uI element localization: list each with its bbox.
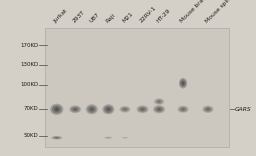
Ellipse shape <box>56 137 58 138</box>
Ellipse shape <box>182 82 184 84</box>
Text: HT-29: HT-29 <box>156 8 171 24</box>
Ellipse shape <box>158 101 160 102</box>
Ellipse shape <box>177 106 189 113</box>
Text: Jurkat: Jurkat <box>53 8 69 24</box>
Ellipse shape <box>104 105 113 113</box>
Text: 170KD: 170KD <box>20 43 38 48</box>
Bar <box>45 28 229 147</box>
Ellipse shape <box>105 137 112 139</box>
Ellipse shape <box>53 136 61 139</box>
Text: Mouse spinal cord: Mouse spinal cord <box>204 0 247 24</box>
Ellipse shape <box>140 107 145 111</box>
Ellipse shape <box>89 107 94 112</box>
Ellipse shape <box>179 78 187 89</box>
Ellipse shape <box>106 137 111 138</box>
Ellipse shape <box>87 105 96 113</box>
Ellipse shape <box>50 104 63 115</box>
Ellipse shape <box>122 108 127 111</box>
Text: Mouse brain: Mouse brain <box>179 0 209 24</box>
Text: M21: M21 <box>121 11 134 24</box>
Ellipse shape <box>179 107 187 112</box>
Ellipse shape <box>91 108 93 110</box>
Ellipse shape <box>182 109 184 110</box>
Ellipse shape <box>107 108 110 110</box>
Text: 130KD: 130KD <box>20 62 38 67</box>
Ellipse shape <box>124 109 126 110</box>
Ellipse shape <box>104 136 113 139</box>
Ellipse shape <box>71 106 80 112</box>
Ellipse shape <box>123 137 127 138</box>
Ellipse shape <box>154 98 164 105</box>
Ellipse shape <box>136 105 148 113</box>
Text: Raji: Raji <box>105 13 116 24</box>
Ellipse shape <box>121 107 129 112</box>
Ellipse shape <box>204 107 212 112</box>
Ellipse shape <box>181 81 185 86</box>
Ellipse shape <box>180 79 186 87</box>
Ellipse shape <box>180 108 186 111</box>
Ellipse shape <box>138 106 147 112</box>
Ellipse shape <box>86 104 98 114</box>
Ellipse shape <box>207 109 209 110</box>
Text: U87: U87 <box>88 12 100 24</box>
Ellipse shape <box>106 107 111 112</box>
Ellipse shape <box>108 137 109 138</box>
Text: 50KD: 50KD <box>24 134 38 139</box>
Ellipse shape <box>202 106 214 113</box>
Ellipse shape <box>54 137 59 139</box>
Text: 100KD: 100KD <box>20 83 38 88</box>
Ellipse shape <box>155 99 163 104</box>
Ellipse shape <box>205 108 210 111</box>
Text: 22RV-1: 22RV-1 <box>139 5 158 24</box>
Ellipse shape <box>120 106 131 113</box>
Ellipse shape <box>54 107 60 112</box>
Ellipse shape <box>52 105 62 114</box>
Ellipse shape <box>121 137 129 139</box>
Ellipse shape <box>56 108 58 110</box>
Text: GARS: GARS <box>235 107 251 112</box>
Ellipse shape <box>69 105 81 113</box>
Text: 70KD: 70KD <box>24 106 38 111</box>
Ellipse shape <box>157 100 161 103</box>
Ellipse shape <box>153 105 165 113</box>
Ellipse shape <box>74 109 76 110</box>
Ellipse shape <box>156 107 162 111</box>
Ellipse shape <box>122 137 128 138</box>
Ellipse shape <box>158 108 160 110</box>
Ellipse shape <box>102 104 114 114</box>
Text: 293T: 293T <box>72 10 86 24</box>
Ellipse shape <box>51 136 62 139</box>
Ellipse shape <box>155 106 164 112</box>
Ellipse shape <box>72 107 78 111</box>
Ellipse shape <box>141 109 144 110</box>
